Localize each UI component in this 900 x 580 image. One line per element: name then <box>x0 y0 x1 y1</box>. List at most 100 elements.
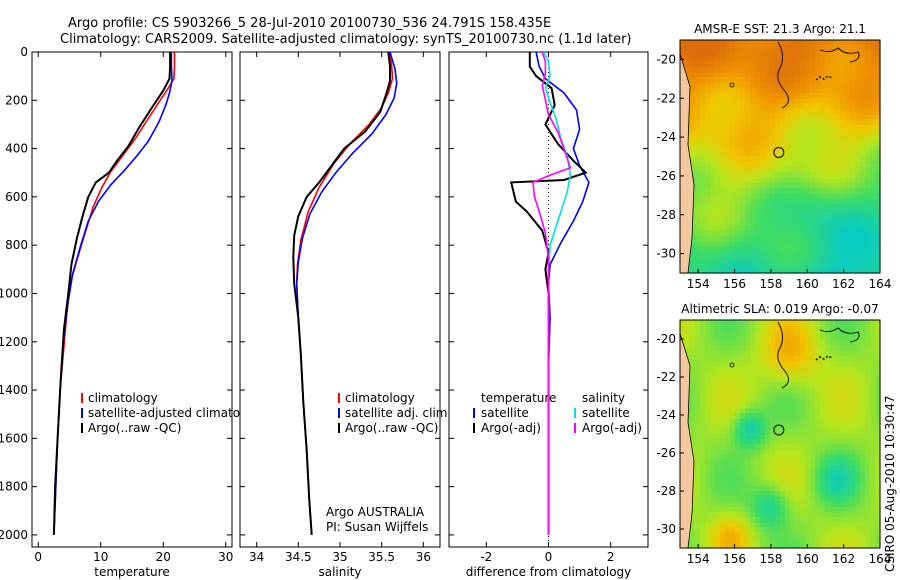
heatmap-cell <box>785 377 791 383</box>
heatmap-cell <box>830 209 836 216</box>
heatmap-cell <box>810 209 816 216</box>
heatmap-cell <box>740 397 746 404</box>
heatmap-cell <box>710 251 716 258</box>
heatmap-cell <box>860 356 866 363</box>
heatmap-cell <box>735 491 741 497</box>
heatmap-cell <box>730 257 736 264</box>
heatmap-cell <box>760 345 766 352</box>
heatmap-cell <box>840 71 846 78</box>
heatmap-cell <box>835 408 841 414</box>
heatmap-cell <box>730 209 736 216</box>
heatmap-cell <box>870 454 876 461</box>
heatmap-cell <box>720 167 726 173</box>
heatmap-cell <box>850 325 856 331</box>
heatmap-cell <box>850 145 856 152</box>
heatmap-cell <box>695 408 701 414</box>
temperature-panel: 0 10 20 30temperature0200400600800100012001… <box>0 45 266 579</box>
heatmap-cell <box>795 408 801 414</box>
heatmap-cell <box>705 241 711 248</box>
heatmap-cell <box>720 87 726 94</box>
heatmap-cell <box>705 188 711 195</box>
heatmap-cell <box>710 61 716 68</box>
heatmap-cell <box>825 204 831 211</box>
heatmap-cell <box>730 71 736 78</box>
heatmap-cell <box>875 61 881 68</box>
heatmap-cell <box>805 151 811 158</box>
heatmap-cell <box>790 241 796 248</box>
heatmap-cell <box>765 114 771 121</box>
heatmap-cell <box>790 532 796 539</box>
heatmap-cell <box>730 92 736 99</box>
heatmap-cell <box>810 108 816 115</box>
heatmap-cell <box>825 351 831 357</box>
heatmap-cell <box>710 257 716 264</box>
heatmap-cell <box>820 371 826 378</box>
heatmap-cell <box>850 475 856 482</box>
heatmap-cell <box>865 204 871 211</box>
heatmap-cell <box>735 485 741 492</box>
heatmap-cell <box>830 177 836 184</box>
heatmap-cell <box>835 257 841 264</box>
heatmap-cell <box>865 335 871 342</box>
heatmap-cell <box>785 340 791 347</box>
heatmap-cell <box>705 366 711 373</box>
heatmap-cell <box>695 71 701 78</box>
heatmap-cell <box>765 413 771 420</box>
heatmap-cell <box>810 167 816 173</box>
heatmap-cell <box>810 103 816 110</box>
heatmap-cell <box>845 537 851 544</box>
heatmap-cell <box>735 454 741 461</box>
heatmap-cell <box>820 542 826 549</box>
heatmap-cell <box>730 114 736 121</box>
heatmap-cell <box>715 204 721 211</box>
heatmap-cell <box>875 225 881 232</box>
heatmap-cell <box>845 449 851 456</box>
heatmap-cell <box>755 366 761 373</box>
heatmap-cell <box>850 209 856 216</box>
heatmap-cell <box>765 325 771 331</box>
legend-entry: Argo(-adj) <box>582 421 642 435</box>
heatmap-cell <box>835 351 841 357</box>
heatmap-cell <box>815 124 821 131</box>
heatmap-cell <box>820 177 826 184</box>
heatmap-cell <box>725 140 731 147</box>
heatmap-cell <box>690 61 696 68</box>
heatmap-cell <box>700 454 706 461</box>
heatmap-cell <box>840 465 846 471</box>
heatmap-cell <box>815 262 821 269</box>
heatmap-cell <box>820 66 826 73</box>
heatmap-cell <box>820 361 826 368</box>
heatmap-cell <box>740 522 746 528</box>
heatmap-cell <box>835 366 841 373</box>
heatmap-cell <box>800 361 806 368</box>
heatmap-cell <box>690 413 696 420</box>
heatmap-cell <box>710 241 716 248</box>
heatmap-cell <box>765 522 771 528</box>
heatmap-cell <box>875 135 881 142</box>
heatmap-cell <box>695 140 701 147</box>
heatmap-cell <box>825 108 831 115</box>
heatmap-cell <box>845 214 851 221</box>
heatmap-cell <box>745 444 751 451</box>
heatmap-cell <box>860 475 866 482</box>
heatmap-cell <box>805 135 811 142</box>
heatmap-cell <box>750 214 756 221</box>
heatmap-cell <box>700 193 706 200</box>
heatmap-cell <box>805 465 811 471</box>
heatmap-cell <box>725 402 731 409</box>
heatmap-cell <box>690 140 696 147</box>
heatmap-cell <box>710 470 716 477</box>
heatmap-cell <box>750 527 756 534</box>
heatmap-cell <box>755 188 761 195</box>
heatmap-cell <box>720 40 726 46</box>
heatmap-cell <box>845 182 851 189</box>
heatmap-cell <box>740 119 746 126</box>
heatmap-cell <box>695 428 701 435</box>
heatmap-cell <box>820 209 826 216</box>
heatmap-cell <box>690 382 696 388</box>
heatmap-cell <box>705 423 711 430</box>
heatmap-cell <box>825 325 831 331</box>
heatmap-cell <box>765 356 771 363</box>
heatmap-cell <box>695 82 701 89</box>
heatmap-cell <box>800 214 806 221</box>
